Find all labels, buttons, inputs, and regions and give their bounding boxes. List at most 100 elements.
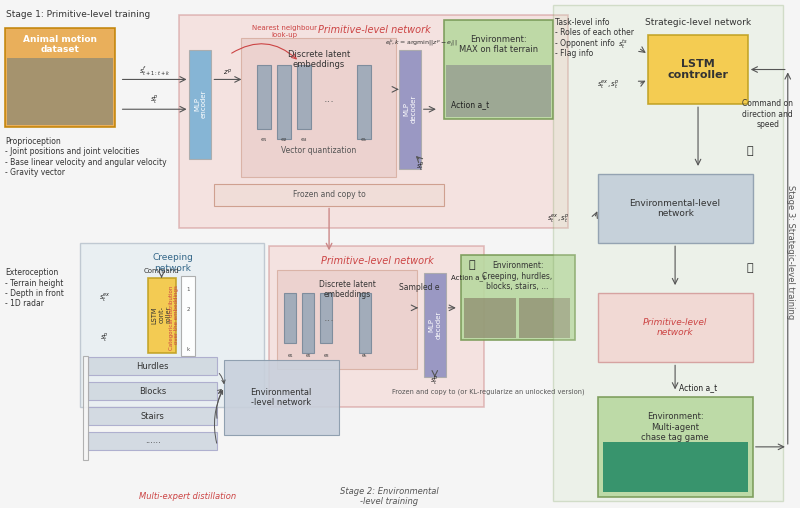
Text: Command: Command [144, 268, 179, 274]
Text: Environmental-level
network: Environmental-level network [630, 199, 721, 218]
Text: e₁: e₁ [287, 353, 293, 358]
Text: Environment:
Multi-agent
chase tag game: Environment: Multi-agent chase tag game [642, 412, 709, 442]
Text: LSTM
cont-
roller: LSTM cont- roller [151, 306, 171, 324]
Text: Blocks: Blocks [139, 387, 166, 396]
Text: Stage 1: Primitive-level training: Stage 1: Primitive-level training [6, 10, 150, 19]
Text: Environmental
-level network: Environmental -level network [250, 388, 312, 407]
Bar [7, 57, 113, 125]
Text: $s^p_t$: $s^p_t$ [100, 331, 109, 344]
Text: k: k [187, 347, 190, 352]
Text: Vector quantization: Vector quantization [282, 146, 357, 155]
Text: Command on
direction and
speed: Command on direction and speed [742, 99, 794, 129]
Text: e₁: e₁ [261, 137, 267, 142]
Text: Discrete latent
embeddings: Discrete latent embeddings [318, 280, 375, 299]
Text: Stage 2: Environmental
-level training: Stage 2: Environmental -level training [339, 487, 438, 506]
Text: ......: ...... [145, 436, 161, 446]
Bar [278, 65, 291, 139]
Text: $s^{ts}_t$: $s^{ts}_t$ [618, 38, 629, 51]
Bar [399, 50, 421, 169]
Text: $s^{ex}_t, s^p_t$: $s^{ex}_t, s^p_t$ [597, 78, 619, 91]
Text: Strategic-level network: Strategic-level network [645, 18, 751, 27]
Bar [258, 65, 271, 129]
Text: Frozen and copy to: Frozen and copy to [293, 190, 366, 199]
Text: MLP
decoder: MLP decoder [428, 310, 442, 339]
Bar [284, 293, 296, 342]
Text: Environment:
Creeping, hurdles,
blocks, stairs, ...: Environment: Creeping, hurdles, blocks, … [482, 261, 553, 291]
Text: Discrete latent
embeddings: Discrete latent embeddings [288, 50, 350, 69]
FancyArrowPatch shape [217, 391, 222, 418]
Text: Primitive-level
network: Primitive-level network [643, 318, 707, 337]
Bar [518, 298, 570, 338]
Text: ...: ... [324, 94, 334, 104]
Text: Frozen and copy to (or KL-regularize an unlocked version): Frozen and copy to (or KL-regularize an … [392, 389, 585, 396]
Text: $s^p_t$: $s^p_t$ [416, 161, 426, 173]
Bar [554, 5, 782, 501]
Text: 🔒: 🔒 [468, 260, 475, 270]
Text: Stairs: Stairs [141, 411, 165, 421]
Text: 2: 2 [186, 307, 190, 312]
Bar [598, 397, 753, 496]
Bar [88, 432, 218, 450]
Text: e₃: e₃ [301, 137, 307, 142]
Text: e₃: e₃ [323, 353, 329, 358]
Bar [648, 35, 748, 104]
Text: LSTM
controller: LSTM controller [667, 59, 729, 80]
Text: Action a_t: Action a_t [450, 100, 489, 109]
Bar [224, 361, 339, 435]
Text: $s^p_t$: $s^p_t$ [150, 93, 159, 106]
Text: 🔒: 🔒 [746, 263, 753, 273]
Bar [270, 246, 484, 407]
Bar [147, 278, 175, 353]
FancyArrowPatch shape [218, 390, 222, 394]
Text: MLP
encoder: MLP encoder [194, 90, 207, 118]
FancyArrowPatch shape [232, 44, 296, 59]
Bar [359, 293, 371, 353]
Bar [320, 293, 332, 342]
Text: eₖ: eₖ [361, 137, 367, 142]
Text: Creeping
network: Creeping network [152, 253, 193, 273]
Bar [598, 293, 753, 362]
Text: 🔒: 🔒 [746, 146, 753, 156]
FancyArrowPatch shape [214, 391, 222, 443]
Text: $s^p_t$: $s^p_t$ [430, 374, 439, 387]
Text: MLP
decoder: MLP decoder [403, 95, 416, 123]
Bar [444, 20, 554, 119]
Bar [214, 184, 444, 206]
Text: Task-level info
- Roles of each other
- Opponent info
- Flag info: Task-level info - Roles of each other - … [555, 18, 634, 58]
Bar [278, 270, 417, 369]
Text: eₖ: eₖ [362, 353, 368, 358]
Text: 1: 1 [186, 288, 190, 293]
Bar [182, 276, 195, 356]
Bar [179, 15, 568, 229]
Bar [461, 255, 575, 340]
Text: $e^k_t, k = \mathrm{argmin}||z^p - e_j||$: $e^k_t, k = \mathrm{argmin}||z^p - e_j||… [385, 38, 457, 49]
Bar [80, 243, 264, 407]
Bar [424, 273, 446, 377]
FancyArrowPatch shape [219, 373, 225, 384]
Text: Hurdles: Hurdles [136, 362, 169, 371]
Text: $s^f_{t+1:t+k}$: $s^f_{t+1:t+k}$ [139, 65, 170, 78]
Bar [598, 174, 753, 243]
Text: e₂: e₂ [306, 353, 311, 358]
Bar [446, 65, 551, 117]
Text: ...: ... [324, 313, 334, 323]
Text: Animal motion
dataset: Animal motion dataset [23, 35, 97, 54]
Text: Stage 3: Strategic-level training: Stage 3: Strategic-level training [786, 185, 794, 320]
Bar [464, 298, 515, 338]
Bar [297, 65, 311, 129]
Text: Nearest neighbour
look-up: Nearest neighbour look-up [252, 25, 317, 38]
Text: Action a_t: Action a_t [450, 275, 486, 281]
Text: Proprioception
- Joint positions and joint velocities
- Base linear velocity and: Proprioception - Joint positions and joi… [5, 137, 166, 177]
Text: Environment:
MAX on flat terrain: Environment: MAX on flat terrain [459, 35, 538, 54]
Text: Exteroception
- Terrain height
- Depth in front
- 1D radar: Exteroception - Terrain height - Depth i… [5, 268, 64, 308]
Bar [190, 50, 211, 159]
Text: $s^{ex}_t$: $s^{ex}_t$ [98, 292, 110, 304]
Bar [603, 442, 748, 492]
Bar [88, 407, 218, 425]
Bar [302, 293, 314, 353]
Text: $s^{ex}_t, s^p_t$: $s^{ex}_t, s^p_t$ [547, 212, 570, 225]
Text: $z^p$: $z^p$ [223, 68, 232, 78]
Text: Primitive-level network: Primitive-level network [321, 256, 434, 266]
Bar [88, 383, 218, 400]
Bar [357, 65, 371, 139]
